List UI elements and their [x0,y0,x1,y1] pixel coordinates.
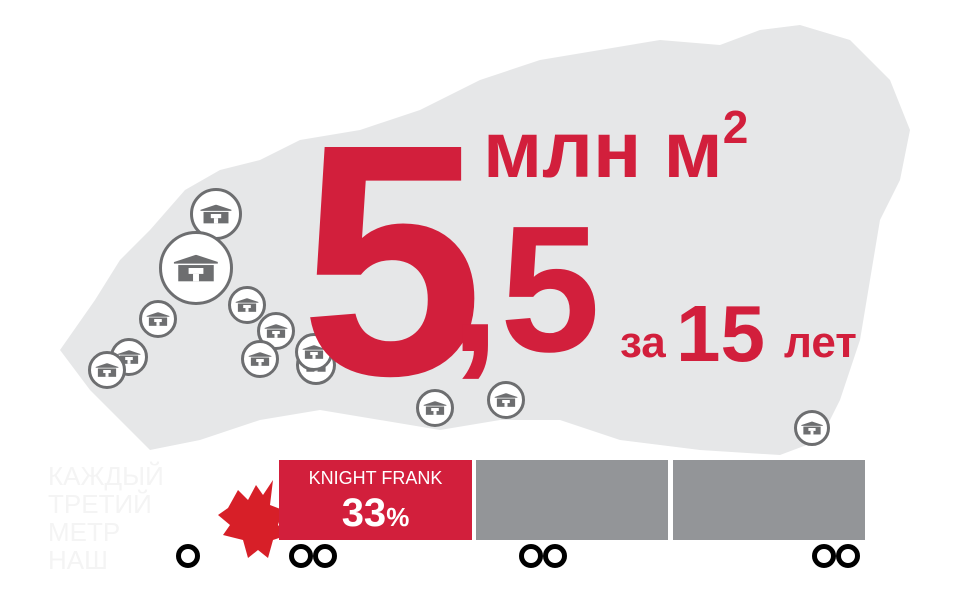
warehouse-icon [302,345,326,359]
years-label: лет [784,318,857,367]
years-number: 15 [676,289,765,378]
warehouse-icon [494,393,518,407]
unit-text: млн м [483,105,723,194]
warehouse-icon [95,363,119,377]
headline-unit: млн м2 [483,104,748,190]
warehouse-icon [248,352,272,366]
warehouse-icon [173,254,219,282]
warehouse-marker [295,333,333,371]
za-label: за [620,318,666,367]
warehouse-marker [159,231,233,305]
company-label: KNIGHT FRANK [308,468,443,488]
headline-number: 5 [300,75,484,444]
warehouse-marker [88,351,126,389]
unit-sup: 2 [722,101,749,153]
wheel [176,544,200,568]
warehouse-marker [139,300,177,338]
wheel [812,544,836,568]
warehouse-marker [241,340,279,378]
side-line: наш [48,545,108,575]
warehouse-icon [146,312,170,326]
warehouse-marker [487,381,525,419]
wheel [313,544,337,568]
warehouse-icon [117,350,141,364]
warehouse-icon [801,421,823,435]
warehouse-marker [228,286,266,324]
wheel [289,544,313,568]
share-number: 33 [341,491,387,535]
container-other-1 [476,460,668,540]
side-line: третий [48,489,152,519]
wheel [519,544,543,568]
side-line: метр [48,517,121,547]
double-headed-eagle-icon [218,480,288,558]
warehouse-icon [235,298,259,312]
headline-decimal: ,5 [450,189,601,390]
wheel [543,544,567,568]
side-caption: Каждый третий метр наш [48,462,164,574]
wheel [836,544,860,568]
share-unit: % [386,502,410,532]
warehouse-icon [423,401,447,415]
warehouse-marker [416,389,454,427]
container-knight-frank: KNIGHT FRANK 33% [279,460,472,540]
warehouse-icon [200,204,232,224]
side-line: Каждый [48,461,164,491]
container-other-2 [673,460,865,540]
warehouse-icon [264,324,288,338]
share-value: 33% [279,491,472,536]
warehouse-marker [794,410,830,446]
